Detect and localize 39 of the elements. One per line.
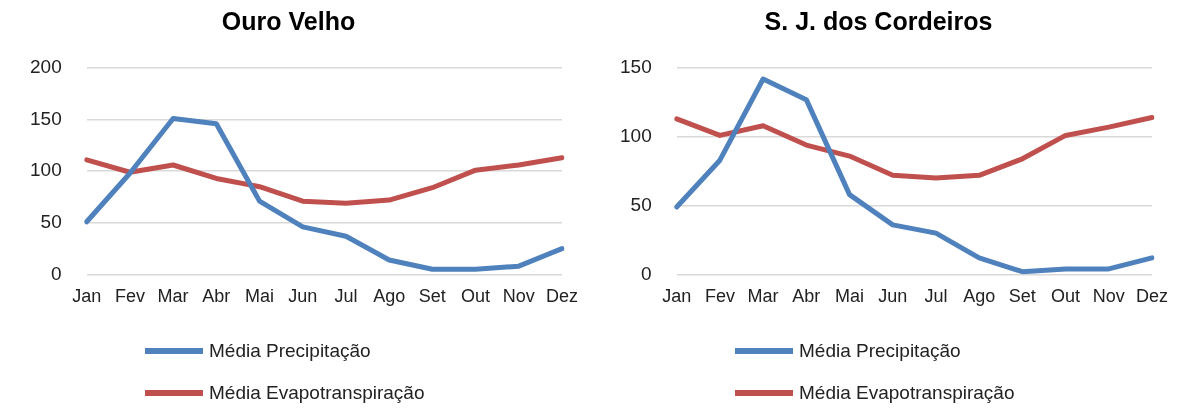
x-tick-label: Abr: [792, 286, 821, 307]
x-tick-label: Jan: [662, 286, 692, 307]
x-tick-label: Ago: [963, 286, 996, 307]
legend-label: Média Evapotranspiração: [209, 382, 425, 404]
y-tick-label: 0: [641, 262, 652, 284]
legend-label: Média Precipitação: [799, 340, 961, 362]
x-tick-label: Mar: [157, 286, 189, 307]
y-tick-label: 50: [40, 211, 62, 233]
y-tick-label: 100: [30, 159, 62, 181]
y-tick-label: 150: [620, 56, 652, 78]
y-tick-label: 100: [620, 125, 652, 147]
x-tick-label: Ago: [373, 286, 406, 307]
x-tick-label: Jul: [334, 286, 358, 307]
y-tick-label: 200: [30, 56, 62, 78]
x-tick-label: Set: [418, 286, 446, 307]
y-tick-label: 150: [30, 107, 62, 129]
chart-title: Ouro Velho: [221, 6, 356, 35]
x-tick-label: Out: [461, 286, 491, 307]
x-tick-label: Nov: [502, 286, 535, 307]
x-tick-label: Jun: [288, 286, 318, 307]
x-tick-label: Jun: [878, 286, 908, 307]
y-tick-label: 50: [630, 193, 652, 215]
x-tick-label: Out: [1051, 286, 1081, 307]
legend-label: Média Evapotranspiração: [799, 382, 1015, 404]
chart-title: S. J. dos Cordeiros: [764, 6, 993, 35]
x-tick-label: Dez: [1135, 286, 1168, 307]
x-tick-label: Mai: [245, 286, 275, 307]
x-tick-label: Set: [1008, 286, 1036, 307]
x-tick-label: Fev: [114, 286, 145, 307]
legend-label: Média Precipitação: [209, 340, 371, 362]
x-tick-label: Nov: [1092, 286, 1125, 307]
x-tick-label: Jul: [924, 286, 948, 307]
x-tick-label: Mai: [835, 286, 865, 307]
x-tick-label: Mar: [747, 286, 779, 307]
x-tick-label: Abr: [202, 286, 231, 307]
y-tick-label: 0: [51, 262, 62, 284]
x-tick-label: Dez: [545, 286, 578, 307]
x-tick-label: Fev: [704, 286, 735, 307]
x-tick-label: Jan: [72, 286, 102, 307]
